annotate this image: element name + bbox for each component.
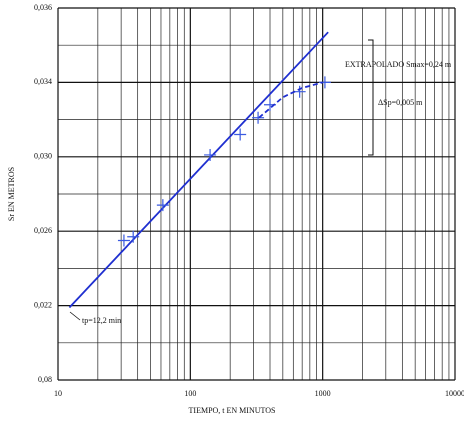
data-point xyxy=(127,230,140,243)
data-point xyxy=(117,234,130,247)
annotation: tp=12,2 min xyxy=(82,316,121,325)
x-tick-label: 10000 xyxy=(445,389,464,398)
y-axis-title: Sr EN METROS xyxy=(7,167,16,221)
data-point xyxy=(156,199,169,212)
data-point xyxy=(252,111,265,124)
series-line xyxy=(68,31,329,309)
y-tick-label: 0,034 xyxy=(34,77,52,86)
x-tick-label: 1000 xyxy=(315,389,331,398)
x-tick-label: 100 xyxy=(184,389,196,398)
y-tick-label: 0,022 xyxy=(34,300,52,309)
annotation: EXTRAPOLADO Smax=0,24 m xyxy=(345,60,452,69)
y-tick-label: 0,08 xyxy=(38,375,52,384)
x-tick-label: 10 xyxy=(54,389,62,398)
y-tick-label: 0,026 xyxy=(34,226,52,235)
bracket xyxy=(368,39,374,156)
y-tick-label: 0,030 xyxy=(34,152,52,161)
data-point xyxy=(204,148,217,161)
data-point xyxy=(293,85,306,98)
x-axis-title: TIEMPO, t EN MINUTOS xyxy=(189,406,276,415)
pointer xyxy=(69,311,81,321)
annotation: ΔSp=0,005 m xyxy=(378,98,423,107)
y-tick-label: 0,036 xyxy=(34,3,52,12)
data-point xyxy=(234,128,247,141)
series-line xyxy=(258,81,323,119)
